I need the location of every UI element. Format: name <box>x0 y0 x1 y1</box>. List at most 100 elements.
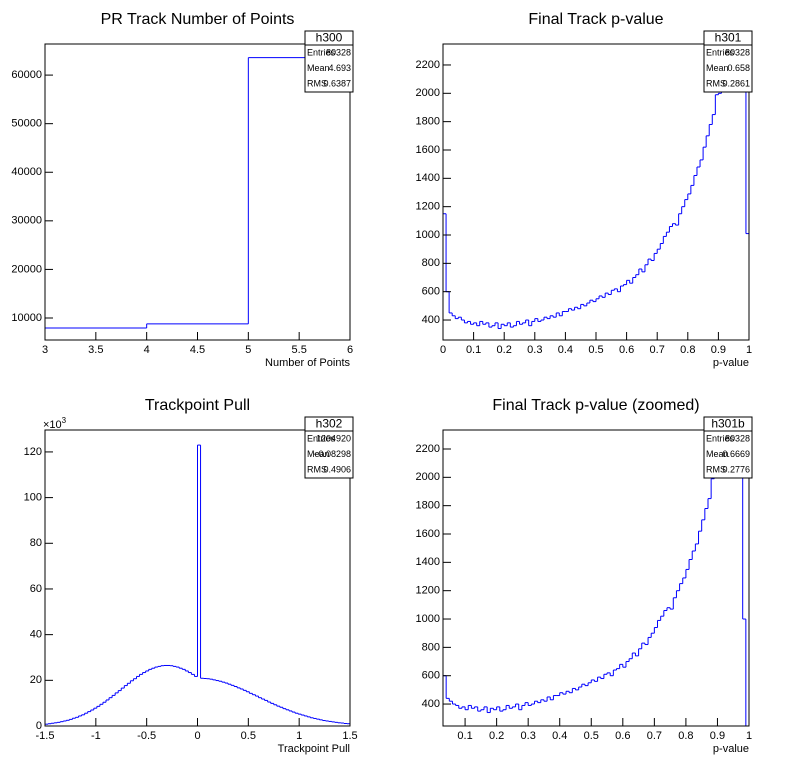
x-axis-title: p-value <box>713 357 749 369</box>
histogram-panel: Final Track p-value 0 0.1 0.2 0.3 0.4 0.5 0.6 0.… <box>416 11 753 369</box>
x-tick-label: 0.6 <box>619 344 634 356</box>
x-tick-label: 3 <box>42 344 48 356</box>
plot-frame <box>442 429 750 727</box>
y-tick-label: 1200 <box>416 585 440 597</box>
y-scale-label: ×103 <box>43 416 67 431</box>
y-tick-label: 600 <box>422 286 440 298</box>
stats-label: Entries <box>706 433 735 443</box>
y-tick-label: 800 <box>422 641 440 653</box>
y-tick-label: 2200 <box>416 59 440 71</box>
x-tick-label: 1 <box>746 730 752 742</box>
scale-exponent: 3 <box>62 416 67 425</box>
x-tick-label: 0.1 <box>457 730 472 742</box>
x-tick-label: 5 <box>245 344 251 356</box>
y-tick-label: 1600 <box>416 144 440 156</box>
y-tick-label: 30000 <box>11 215 42 227</box>
x-tick-label: 1 <box>746 344 752 356</box>
y-tick-label: 50000 <box>11 118 42 130</box>
stats-label: Mean <box>307 449 330 459</box>
histogram-panel: Final Track p-value (zoomed) 0.1 0.2 0.3 0.4… <box>416 397 753 755</box>
y-tick-label: 800 <box>422 257 440 269</box>
histogram-steps <box>443 430 747 726</box>
x-tick-label: 3.5 <box>88 344 103 356</box>
stats-value: 0.6669 <box>722 449 750 459</box>
scale-base: ×10 <box>43 419 62 431</box>
x-tick-label: 4 <box>144 344 150 356</box>
stats-label: RMS <box>307 464 327 474</box>
stats-value: −0.08298 <box>313 449 351 459</box>
stats-value: 0.2776 <box>722 464 750 474</box>
y-tick-label: 40 <box>30 629 42 641</box>
x-tick-label: 0.7 <box>647 730 662 742</box>
x-tick-label: 6 <box>347 344 353 356</box>
x-tick-label: 0 <box>194 730 200 742</box>
stats-title: h301 <box>715 31 742 45</box>
stats-value: 0.658 <box>727 63 750 73</box>
plot-frame <box>44 43 351 341</box>
x-tick-label: 0.7 <box>650 344 665 356</box>
x-tick-label: 0.2 <box>497 344 512 356</box>
x-tick-label: -1.5 <box>36 730 55 742</box>
y-tick-label: 600 <box>422 670 440 682</box>
x-tick-label: 0.9 <box>710 730 725 742</box>
y-tick-label: 400 <box>422 698 440 710</box>
y-tick-label: 80 <box>30 537 42 549</box>
y-tick-label: 40000 <box>11 166 42 178</box>
x-tick-label: 0.1 <box>466 344 481 356</box>
stats-label: RMS <box>706 78 726 88</box>
x-tick-label: -0.5 <box>137 730 156 742</box>
x-tick-label: -1 <box>91 730 101 742</box>
histogram-steps <box>45 444 350 726</box>
x-tick-label: 0.4 <box>552 730 567 742</box>
stats-title: h301b <box>711 417 745 431</box>
stats-label: RMS <box>307 78 327 88</box>
y-tick-label: 60 <box>30 583 42 595</box>
y-tick-label: 20 <box>30 674 42 686</box>
stats-title: h300 <box>316 31 343 45</box>
y-tick-label: 1200 <box>416 201 440 213</box>
stats-box <box>304 30 354 93</box>
stats-value: 0.6387 <box>323 78 351 88</box>
x-axis-title: p-value <box>713 743 749 755</box>
y-tick-label: 1600 <box>416 528 440 540</box>
stats-value: 80328 <box>725 433 750 443</box>
x-axis-title: Number of Points <box>265 357 350 369</box>
histogram-panel: PR Track Number of Points 3 3.5 4 4.5 5 5.5 6 10… <box>11 11 354 369</box>
panel-title: Final Track p-value <box>528 11 663 28</box>
histogram-steps <box>45 57 350 340</box>
panel-title: Trackpoint Pull <box>145 397 250 414</box>
x-tick-label: 1.5 <box>342 730 357 742</box>
y-tick-label: 1800 <box>416 116 440 128</box>
x-tick-label: 0.2 <box>489 730 504 742</box>
stats-label: Entries <box>307 433 336 443</box>
x-tick-label: 1 <box>296 730 302 742</box>
plot-frame <box>442 43 750 341</box>
x-tick-label: 0.6 <box>615 730 630 742</box>
x-tick-label: 0.5 <box>241 730 256 742</box>
y-tick-label: 2200 <box>416 443 440 455</box>
panel-title: PR Track Number of Points <box>101 11 295 28</box>
x-axis-title: Trackpoint Pull <box>278 743 350 755</box>
y-tick-label: 1400 <box>416 172 440 184</box>
stats-box <box>703 30 753 93</box>
stats-title: h302 <box>316 417 343 431</box>
histogram-panel: Trackpoint Pull -1.5 -1 -0.5 0 0.5 1 1.5 0 20 40 60… <box>24 397 358 755</box>
stats-label: Mean <box>706 449 729 459</box>
y-tick-label: 100 <box>24 492 42 504</box>
panel-title: Final Track p-value (zoomed) <box>492 397 699 414</box>
y-tick-label: 1800 <box>416 500 440 512</box>
x-tick-label: 4.5 <box>190 344 205 356</box>
x-tick-label: 0.8 <box>680 344 695 356</box>
y-tick-label: 60000 <box>11 69 42 81</box>
y-tick-label: 1000 <box>416 229 440 241</box>
stats-label: Mean <box>307 63 330 73</box>
y-tick-label: 1000 <box>416 613 440 625</box>
x-tick-label: 0.5 <box>588 344 603 356</box>
stats-value: 4.693 <box>328 63 351 73</box>
y-tick-label: 2000 <box>416 471 440 483</box>
y-tick-label: 400 <box>422 314 440 326</box>
stats-value: 80328 <box>326 47 351 57</box>
x-tick-label: 0 <box>440 344 446 356</box>
y-tick-label: 1400 <box>416 556 440 568</box>
